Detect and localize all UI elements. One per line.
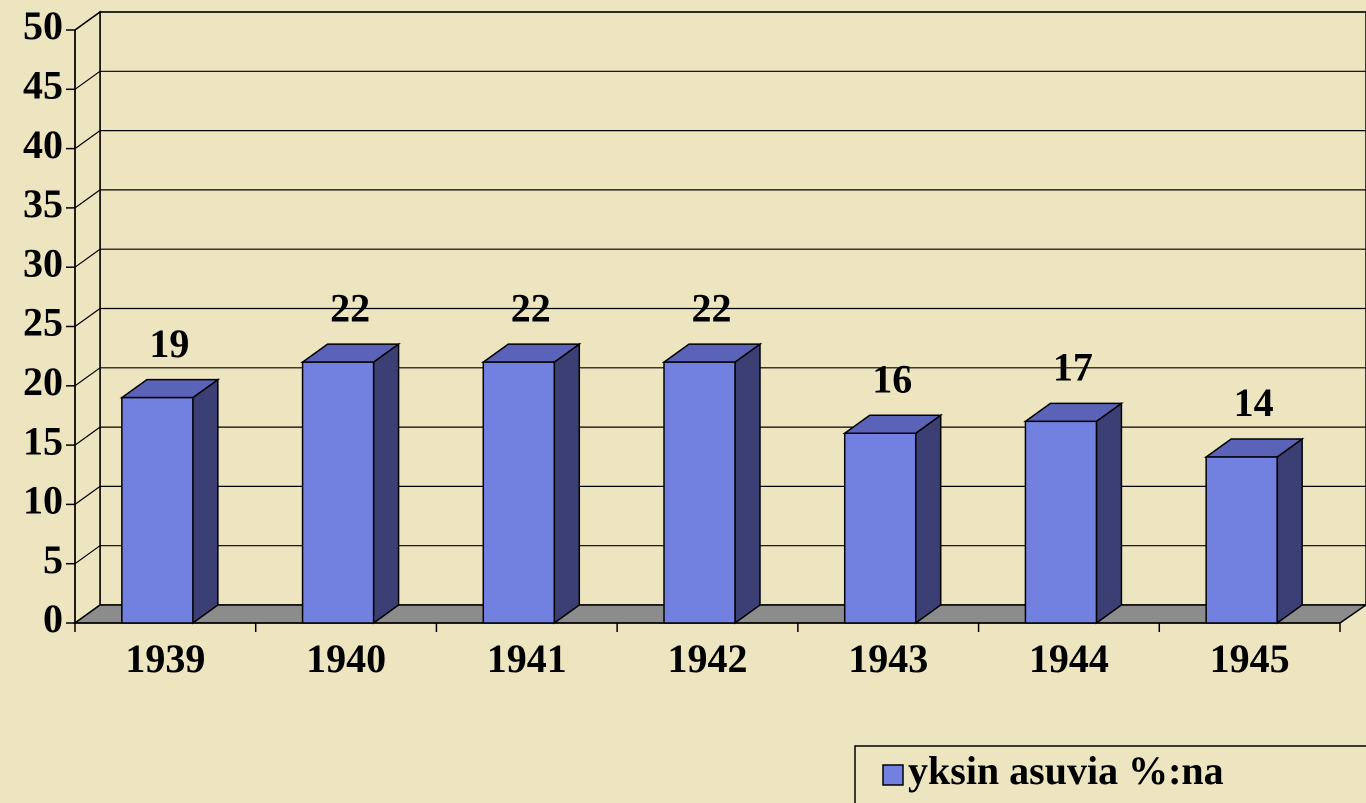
data-label: 19 — [149, 321, 189, 366]
x-tick-label: 1943 — [848, 636, 928, 681]
bar — [300, 342, 401, 625]
x-tick-label: 1940 — [306, 636, 386, 681]
bar-side — [192, 378, 219, 625]
grid-line — [74, 545, 1366, 565]
bar — [842, 413, 944, 625]
x-tick-label: 1941 — [487, 636, 567, 681]
legend-swatch — [882, 764, 904, 786]
y-tick-label: 15 — [23, 418, 63, 463]
grid-line — [74, 189, 1366, 209]
y-tick-label: 35 — [23, 181, 63, 226]
bar-front — [1205, 456, 1278, 624]
data-label: 16 — [872, 356, 912, 401]
x-tick-label: 1942 — [668, 636, 748, 681]
y-tick-label: 30 — [23, 240, 63, 285]
grid-line — [74, 307, 1366, 327]
y-tick-label: 40 — [23, 122, 63, 167]
bar — [119, 378, 221, 625]
x-tick-label: 1945 — [1210, 636, 1290, 681]
bar-side — [914, 413, 942, 625]
bar-front — [1024, 420, 1098, 624]
bar-side — [1276, 437, 1303, 625]
bar — [1023, 401, 1124, 625]
grid-line — [74, 248, 1366, 268]
bar — [661, 342, 763, 625]
bar-side — [372, 342, 400, 625]
y-tick-label: 10 — [23, 478, 63, 523]
bar-front — [121, 396, 194, 624]
bar-front — [843, 432, 917, 624]
bar-front — [663, 361, 736, 624]
grid-line — [74, 11, 1366, 31]
y-tick-label: 20 — [23, 359, 63, 404]
grid-line — [74, 130, 1366, 150]
grid-line — [74, 426, 1366, 446]
data-label: 22 — [330, 285, 370, 330]
data-label: 14 — [1234, 380, 1274, 425]
y-tick-label: 5 — [43, 537, 63, 582]
y-tick-label: 25 — [23, 300, 63, 345]
bar-front — [482, 361, 556, 624]
y-tick-label: 45 — [23, 62, 63, 107]
grid-line — [74, 367, 1366, 387]
bar-side — [553, 342, 581, 625]
x-tick-label: 1944 — [1029, 636, 1109, 681]
data-label: 22 — [692, 285, 732, 330]
x-tick-label: 1939 — [125, 636, 205, 681]
bar-side — [734, 342, 761, 625]
bar — [480, 342, 582, 625]
legend-label: yksin asuvia %:na — [908, 748, 1224, 793]
bar-front — [301, 361, 375, 624]
y-tick-label: 50 — [23, 3, 63, 48]
bar — [1203, 437, 1305, 625]
grid-line — [74, 485, 1366, 505]
bar-side — [1095, 401, 1123, 625]
y-tick-label: 0 — [43, 596, 63, 641]
grid-line — [74, 70, 1366, 90]
data-label: 17 — [1053, 345, 1093, 390]
legend-box — [854, 745, 1366, 803]
data-label: 22 — [511, 285, 551, 330]
